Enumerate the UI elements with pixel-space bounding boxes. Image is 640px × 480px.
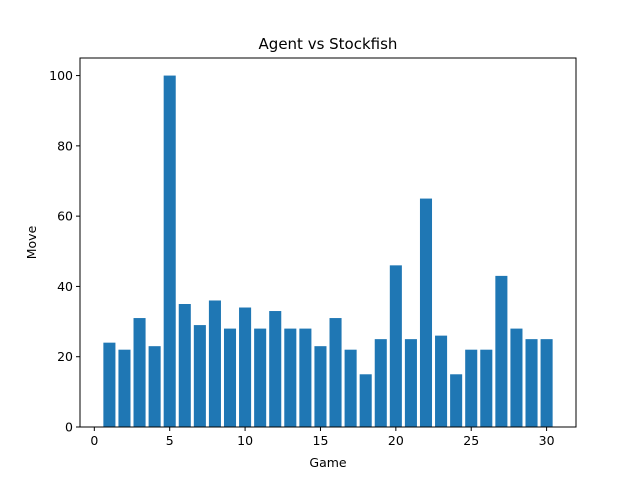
bar-game-23 — [435, 335, 448, 427]
bar-game-21 — [404, 339, 417, 427]
bar-game-20 — [389, 265, 402, 427]
bar-game-15 — [314, 346, 327, 427]
bar-game-25 — [465, 349, 478, 427]
bar-game-14 — [299, 328, 312, 427]
x-tick-label: 25 — [463, 433, 479, 448]
y-axis-label: Move — [24, 225, 39, 259]
bar-game-1 — [103, 342, 116, 427]
plot-frame — [79, 57, 577, 428]
bar-game-11 — [254, 328, 267, 427]
bar-game-16 — [329, 318, 342, 427]
chart-title: Agent vs Stockfish — [259, 35, 398, 53]
bar-game-10 — [239, 307, 252, 427]
bar-game-13 — [284, 328, 297, 427]
bar-game-2 — [118, 349, 131, 427]
x-tick-label: 20 — [388, 433, 404, 448]
x-tick-label: 15 — [313, 433, 329, 448]
y-tick-label: 60 — [57, 209, 73, 224]
bar-game-30 — [540, 339, 553, 427]
x-tick-label: 5 — [166, 433, 174, 448]
bar-game-29 — [525, 339, 538, 427]
bar-game-3 — [133, 318, 146, 427]
y-tick-label: 80 — [57, 138, 73, 153]
y-tick-label: 40 — [57, 279, 73, 294]
x-tick-label: 10 — [237, 433, 253, 448]
x-axis-label: Game — [309, 455, 347, 470]
bar-game-18 — [359, 374, 372, 427]
bar-game-7 — [193, 325, 206, 427]
bar-game-28 — [510, 328, 523, 427]
bars-group — [103, 75, 553, 428]
bar-game-17 — [344, 349, 357, 427]
x-tick-label: 0 — [90, 433, 98, 448]
y-axis-ticks: 0 20 40 60 80 100 — [49, 68, 80, 435]
bar-game-22 — [419, 198, 433, 427]
bar-game-6 — [178, 304, 191, 427]
x-axis-ticks: 0 5 10 15 20 25 30 — [90, 427, 555, 448]
bar-game-5 — [163, 75, 176, 428]
bar-game-9 — [223, 328, 237, 427]
bar-game-26 — [480, 349, 493, 427]
bar-game-4 — [148, 346, 161, 427]
bar-game-12 — [269, 311, 282, 427]
x-tick-label: 30 — [539, 433, 555, 448]
bar-game-24 — [450, 374, 463, 427]
bar-game-27 — [495, 275, 508, 427]
y-tick-label: 20 — [57, 349, 73, 364]
bar-game-8 — [208, 300, 221, 427]
y-tick-label: 0 — [65, 420, 73, 435]
bar-game-19 — [374, 339, 387, 427]
y-tick-label: 100 — [49, 68, 73, 83]
